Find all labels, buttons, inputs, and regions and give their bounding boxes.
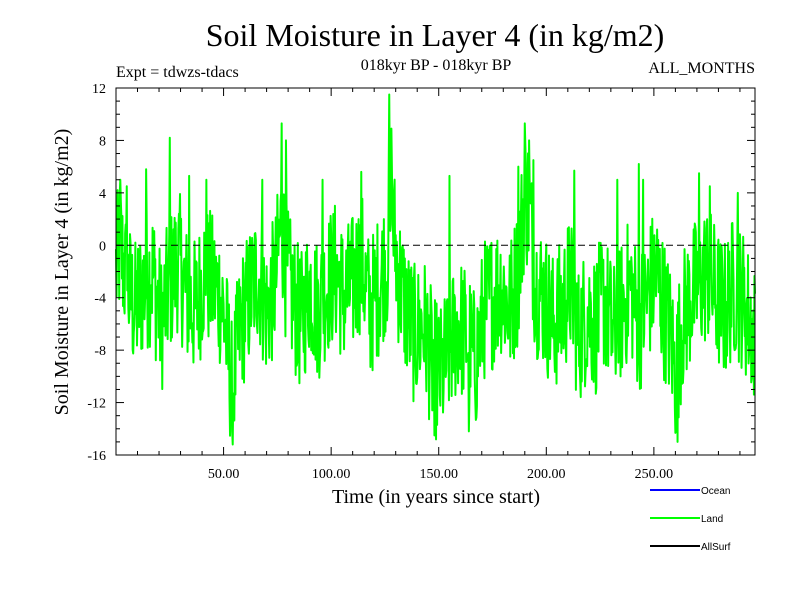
x-axis: 50.00 100.00 150.00 200.00 250.00 [137, 88, 741, 482]
x-tick-label: 250.00 [635, 467, 674, 482]
y-axis-label: Soil Moisture in Layer 4 (in kg/m2) [51, 129, 73, 416]
x-tick-label: 150.00 [419, 467, 458, 482]
y-tick-label: -12 [87, 397, 106, 412]
legend: Ocean Land AllSurf [650, 486, 731, 553]
period-label: 018kyr BP - 018kyr BP [361, 57, 512, 74]
x-tick-label: 50.00 [208, 467, 240, 482]
y-tick-label: 0 [99, 239, 106, 254]
y-tick-label: -16 [87, 449, 106, 464]
y-tick-label: 4 [99, 187, 106, 202]
x-tick-label: 100.00 [312, 467, 351, 482]
y-tick-label: -8 [94, 344, 106, 359]
legend-label-ocean: Ocean [701, 486, 730, 497]
y-axis: -16 -12 -8 -4 0 4 8 12 [87, 82, 755, 464]
y-tick-label: -4 [94, 292, 106, 307]
x-axis-label: Time (in years since start) [332, 486, 540, 508]
chart-title: Soil Moisture in Layer 4 (in kg/m2) [206, 17, 665, 53]
legend-label-allsurf: AllSurf [701, 542, 731, 553]
y-tick-label: 8 [99, 134, 106, 149]
plot-series-group [115, 93, 756, 446]
months-label: ALL_MONTHS [648, 60, 755, 77]
y-tick-label: 12 [92, 82, 106, 97]
series-line-land [115, 93, 756, 446]
x-tick-label: 200.00 [527, 467, 566, 482]
experiment-label: Expt = tdwzs-tdacs [116, 64, 239, 81]
legend-label-land: Land [701, 514, 723, 525]
